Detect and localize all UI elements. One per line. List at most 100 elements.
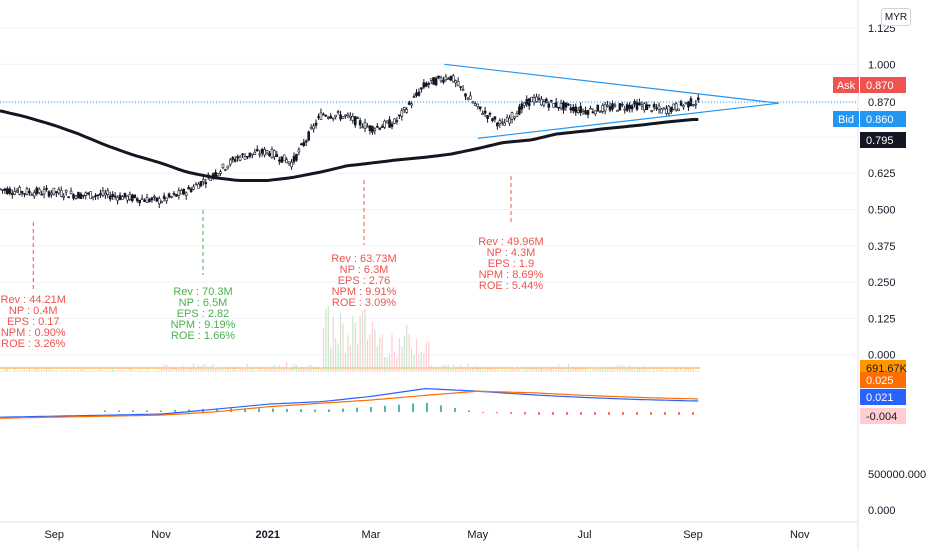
- candle-body: [162, 195, 166, 199]
- macd-histogram-bar: [188, 409, 190, 412]
- candle-body: [246, 155, 249, 158]
- candle-body: [385, 120, 389, 124]
- volume-bar: [484, 369, 486, 372]
- volume-bar: [256, 370, 258, 372]
- candle-body: [155, 197, 159, 202]
- volume-bar: [207, 367, 209, 372]
- candle-body: [84, 192, 88, 196]
- volume-bar: [41, 369, 43, 372]
- candle-body: [505, 116, 509, 122]
- volume-bar: [158, 370, 160, 372]
- volume-bar: [472, 368, 474, 372]
- volume-bar: [687, 368, 690, 372]
- annotation-line: Rev : 63.73M: [331, 253, 396, 265]
- volume-bar: [388, 354, 391, 372]
- volume-bar: [386, 356, 388, 372]
- volume-bar: [545, 368, 547, 372]
- candle-body: [334, 114, 337, 118]
- volume-bar: [411, 348, 413, 372]
- volume-bar: [134, 370, 136, 372]
- volume-bar: [425, 343, 427, 372]
- candle-body: [630, 105, 634, 110]
- volume-bar: [415, 339, 418, 372]
- candle-body: [380, 126, 384, 128]
- candle-body: [91, 196, 95, 199]
- candle-body: [393, 118, 396, 124]
- candle-body: [47, 191, 51, 197]
- volume-bar: [398, 337, 400, 372]
- volume-bar: [668, 370, 670, 372]
- candle-body: [13, 191, 16, 195]
- candle-body: [500, 121, 504, 124]
- volume-bar: [682, 370, 685, 372]
- macd-histogram-bar: [664, 412, 666, 415]
- candle-body: [447, 78, 450, 80]
- macd-tag-value-bg: [860, 389, 906, 405]
- candle-body: [625, 104, 629, 111]
- candle-body: [238, 156, 242, 161]
- candle-body: [459, 86, 462, 88]
- macd-line: [0, 387, 699, 418]
- candle-body: [603, 104, 607, 112]
- volume-bar: [347, 335, 349, 372]
- candle-body: [148, 199, 151, 202]
- volume-bar: [241, 367, 244, 372]
- currency-badge[interactable]: MYR: [881, 8, 911, 26]
- candle-body: [118, 194, 122, 200]
- macd-histogram-bar: [244, 408, 246, 412]
- volume-bar: [462, 369, 464, 372]
- macd-panel: [0, 387, 699, 419]
- candle-body: [309, 127, 313, 130]
- candle-body: [292, 155, 296, 163]
- candle-body: [542, 100, 546, 106]
- candle-body: [55, 191, 58, 194]
- candle-body: [525, 99, 529, 105]
- candle-body: [243, 155, 247, 160]
- volume-bar: [70, 370, 72, 372]
- volume-bar: [153, 371, 155, 372]
- macd-histogram-bar: [580, 412, 582, 415]
- candle-body: [160, 201, 163, 204]
- volume-bar: [129, 368, 131, 372]
- time-tick-label: Sep: [44, 529, 64, 541]
- annotation-line: NPM : 8.69%: [479, 269, 544, 281]
- volume-bar: [146, 369, 148, 372]
- candle-body: [187, 187, 190, 190]
- ask-tag-label: Ask: [837, 80, 856, 92]
- volume-bar: [482, 369, 484, 372]
- candle-body: [616, 110, 619, 112]
- candle-body: [8, 188, 12, 194]
- volume-bar: [384, 357, 386, 372]
- candle-body: [197, 183, 200, 189]
- candle-body: [554, 101, 558, 108]
- candle-body: [72, 194, 75, 199]
- candle-body: [606, 104, 609, 107]
- volume-bar: [543, 367, 545, 372]
- volume-bar: [379, 337, 381, 372]
- candle-body: [287, 161, 291, 164]
- candle-body: [182, 189, 186, 195]
- candle-body: [106, 190, 110, 196]
- candle-body: [655, 107, 658, 110]
- candle-body: [121, 196, 124, 200]
- volume-bar: [584, 367, 587, 372]
- candle-body: [295, 153, 298, 161]
- volume-bar: [337, 343, 339, 372]
- candle-body: [18, 186, 21, 195]
- volume-bar: [572, 368, 574, 372]
- volume-bar: [690, 368, 692, 372]
- annotation-line: NP : 6.3M: [340, 264, 389, 276]
- candle-body: [478, 106, 482, 110]
- candle-body: [28, 190, 31, 194]
- candle-body: [312, 125, 315, 130]
- candle-body: [461, 88, 465, 91]
- volume-bar: [268, 367, 271, 372]
- ask-tag-label-bg: [833, 77, 859, 93]
- candle-body: [319, 112, 323, 120]
- volume-bar: [406, 324, 408, 372]
- volume-bar: [190, 368, 192, 372]
- candle-body: [535, 96, 538, 102]
- volume-bar: [631, 368, 633, 372]
- triangle-lower-line: [477, 102, 779, 139]
